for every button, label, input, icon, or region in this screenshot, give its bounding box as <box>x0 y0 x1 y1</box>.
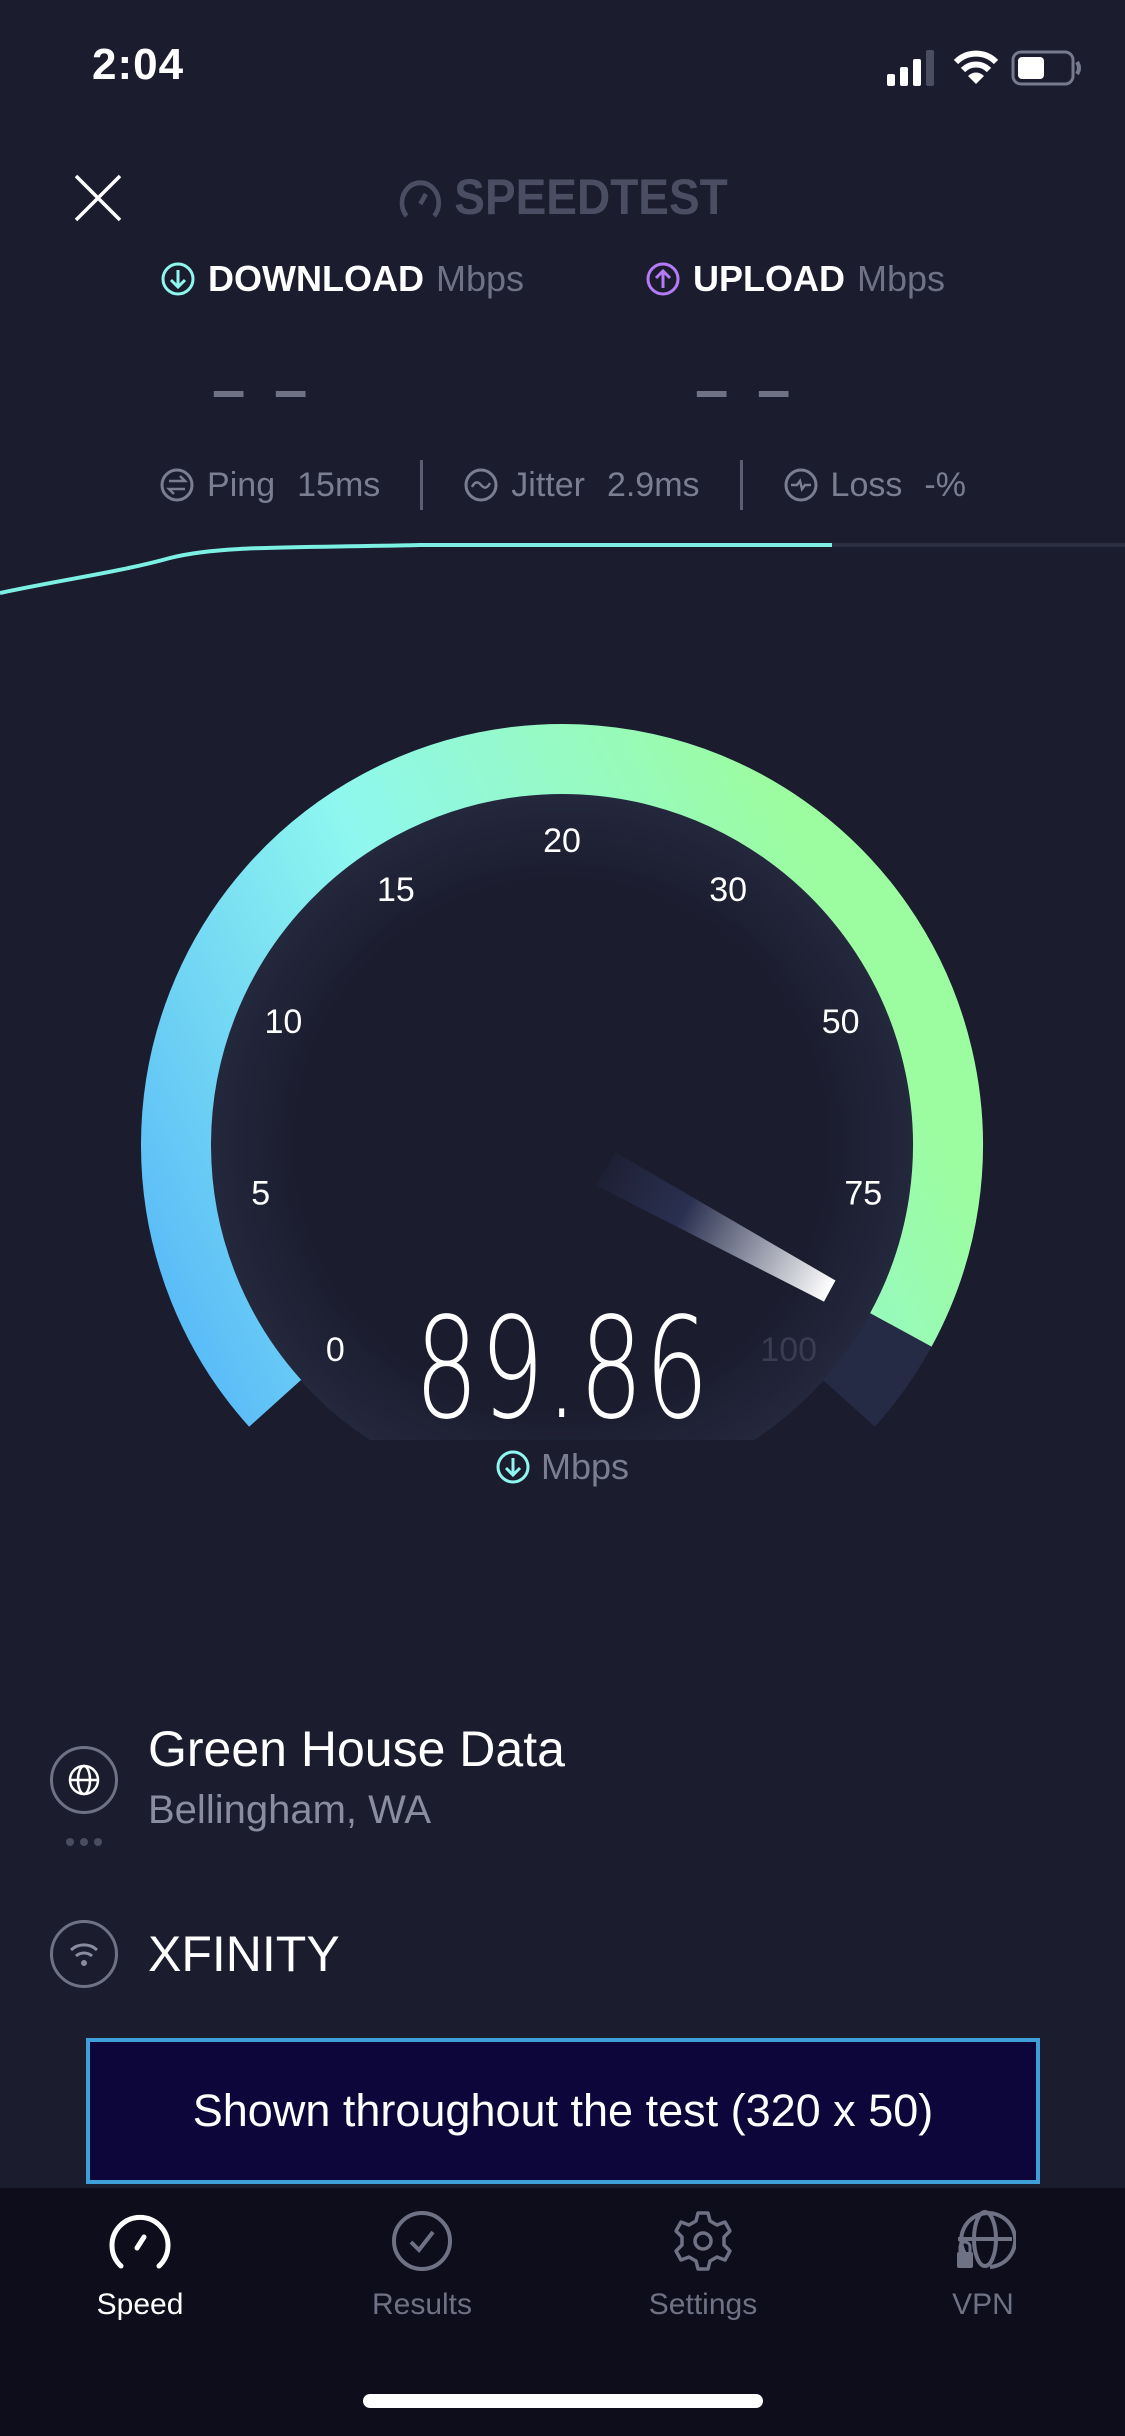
ping-unit: ms <box>334 465 381 504</box>
ping-value: 15 <box>297 465 335 504</box>
server-button[interactable] <box>50 1746 118 1814</box>
check-circle-icon <box>392 2211 452 2271</box>
ad-text: Shown throughout the test (320 x 50) <box>192 2085 934 2136</box>
gauge-tick-label: 0 <box>326 1331 345 1369</box>
download-label: DOWNLOAD <box>208 258 424 299</box>
ping-metric: Ping 15ms <box>119 466 420 505</box>
wifi-icon <box>69 1943 99 1966</box>
status-icons <box>887 50 1083 86</box>
jitter-icon <box>464 468 498 502</box>
loss-metric: Loss -% <box>743 466 1006 505</box>
gauge-tick-label: 100 <box>760 1331 817 1369</box>
tab-label: Results <box>371 2288 473 2321</box>
gauge-tick-label: 15 <box>377 871 415 909</box>
gauge-tick-label: 50 <box>822 1003 860 1041</box>
globe-icon <box>68 1764 100 1796</box>
speed-graph <box>0 543 1125 595</box>
download-unit: Mbps <box>435 258 524 299</box>
gauge-fill <box>141 724 983 1427</box>
download-header: DOWNLOAD Mbps <box>160 258 524 300</box>
gauge-tick-label: 20 <box>543 822 581 860</box>
close-icon[interactable] <box>72 172 124 224</box>
divider <box>739 460 743 510</box>
logo-text: SPEEDTEST <box>454 169 728 225</box>
tab-results[interactable]: Results <box>322 2208 522 2322</box>
gauge-tick-label: 30 <box>709 871 747 909</box>
isp-name: XFINITY <box>148 1926 340 1982</box>
tab-label: Speed <box>96 2288 184 2321</box>
globe-lock-icon <box>957 2210 1016 2269</box>
current-speed-box: 89.86 <box>412 1300 712 1440</box>
tab-settings[interactable]: Settings <box>603 2208 803 2322</box>
jitter-label: Jitter <box>511 465 585 504</box>
gauge-tick-label: 5 <box>251 1175 270 1213</box>
battery-icon <box>1011 50 1081 86</box>
speedtest-logo: SPEEDTEST <box>45 168 1080 226</box>
ping-icon <box>160 468 194 502</box>
more-dots-icon <box>66 1838 102 1846</box>
cellular-signal-icon <box>887 50 934 86</box>
metrics-row: Ping 15ms Jitter 2.9ms Loss -% <box>0 460 1125 510</box>
download-icon <box>496 1450 530 1484</box>
divider <box>420 460 424 510</box>
loss-label: Loss <box>830 465 903 504</box>
server-name[interactable]: Green House Data <box>148 1721 565 1777</box>
gauge-face <box>210 793 914 1440</box>
wifi-icon <box>953 50 999 84</box>
tab-speed[interactable]: Speed <box>40 2208 240 2322</box>
current-speed: 89.86 <box>414 1288 710 1451</box>
upload-unit: Mbps <box>857 258 946 299</box>
upload-header: UPLOAD Mbps <box>645 258 945 300</box>
jitter-unit: ms <box>654 465 700 504</box>
jitter-metric: Jitter 2.9ms <box>423 466 739 505</box>
loss-icon <box>784 468 818 502</box>
isp-icon-circle <box>50 1920 118 1988</box>
speedometer-icon <box>399 180 441 218</box>
upload-label: UPLOAD <box>693 258 845 299</box>
tab-vpn[interactable]: VPN <box>883 2208 1083 2322</box>
download-value: – – <box>212 356 314 423</box>
home-indicator[interactable] <box>363 2394 763 2408</box>
upload-icon <box>646 262 680 296</box>
ad-banner[interactable]: Shown throughout the test (320 x 50) <box>86 2038 1040 2184</box>
speed-gauge: 0 5 10 15 20 30 50 75 100 <box>141 724 983 1440</box>
speedometer-icon <box>109 2215 171 2269</box>
current-speed-unit-row: Mbps <box>412 1446 712 1488</box>
upload-value: – – <box>695 356 797 423</box>
jitter-value: 2.9 <box>606 465 655 504</box>
status-time: 2:04 <box>92 40 185 89</box>
gauge-tick-label: 75 <box>844 1175 882 1213</box>
gear-icon <box>674 2211 732 2271</box>
tab-label: Settings <box>648 2288 758 2321</box>
server-location: Bellingham, WA <box>148 1788 432 1832</box>
gauge-tick-label: 10 <box>264 1003 302 1041</box>
download-icon <box>161 262 195 296</box>
gauge-needle <box>596 1152 836 1302</box>
tab-label: VPN <box>952 2288 1014 2321</box>
ping-label: Ping <box>207 465 276 504</box>
current-speed-unit: Mbps <box>540 1446 630 1487</box>
loss-value: -% <box>924 465 966 504</box>
